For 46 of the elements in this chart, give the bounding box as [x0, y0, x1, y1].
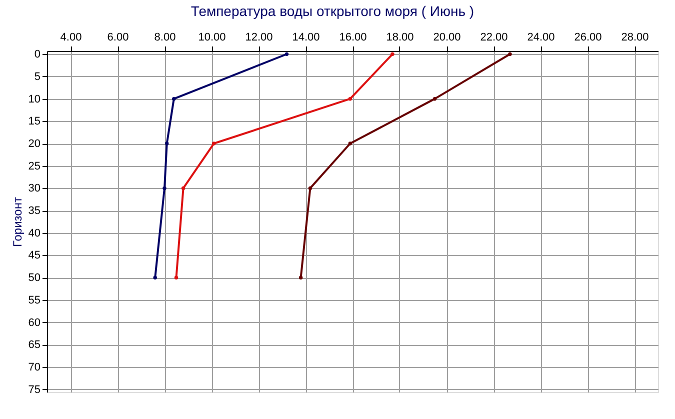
point [174, 276, 178, 280]
x-tick-label: 24.00 [527, 32, 555, 44]
x-tick-label: 14.00 [292, 32, 320, 44]
point [348, 142, 352, 146]
point [298, 276, 303, 280]
point [390, 52, 394, 56]
y-tick-label: 55 [28, 294, 40, 306]
point [164, 142, 169, 146]
y-tick-label: 5 [34, 70, 40, 83]
y-tick-label: 10 [28, 93, 40, 106]
point [172, 96, 176, 101]
point [212, 142, 216, 146]
x-tick-label: 20.00 [433, 32, 461, 44]
x-tick-label: 28.00 [621, 32, 649, 44]
y-tick-label: 30 [28, 182, 40, 195]
x-tick-label: 22.00 [480, 32, 508, 44]
point [432, 96, 437, 101]
x-tick-label: 12.00 [245, 32, 273, 44]
x-tick-label: 10.00 [198, 32, 226, 44]
y-tick-label: 65 [28, 339, 40, 352]
y-tick-label: 0 [34, 48, 40, 61]
point [153, 276, 157, 280]
x-tick-label: 16.00 [339, 32, 367, 44]
point [284, 52, 289, 56]
x-tick-label: 26.00 [574, 32, 602, 44]
point [348, 96, 352, 101]
y-tick-label: 35 [28, 205, 40, 218]
point [508, 52, 512, 56]
x-tick-label: 6.00 [107, 32, 129, 44]
y-tick-label: 50 [28, 272, 40, 284]
y-tick-label: 20 [28, 138, 40, 150]
y-tick-label: 70 [28, 361, 40, 374]
y-tick-label: 15 [28, 116, 40, 128]
x-tick-label: 4.00 [60, 32, 82, 44]
y-tick-label: 40 [28, 227, 40, 240]
point [308, 186, 312, 190]
x-tick-label: 18.00 [386, 32, 414, 44]
y-tick-label: 60 [28, 316, 40, 329]
point [181, 186, 186, 190]
y-tick-label: 45 [28, 250, 40, 262]
chart-title: Температура воды открытого моря ( Июнь ) [190, 3, 474, 19]
y-axis-title: Горизонт [10, 196, 24, 247]
x-tick-label: 8.00 [154, 32, 176, 44]
y-tick-label: 25 [28, 160, 40, 172]
y-tick-label: 75 [28, 384, 40, 396]
point [162, 186, 166, 190]
